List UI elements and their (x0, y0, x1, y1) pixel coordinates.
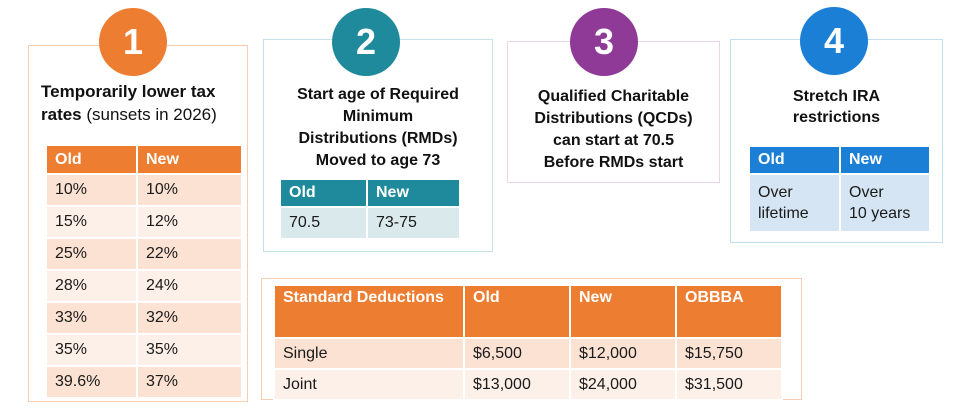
column-header: New (569, 284, 677, 339)
table-row: Joint $13,000 $24,000 $31,500 (273, 368, 783, 401)
column-header: Standard Deductions (273, 284, 465, 339)
panel-rmd-age-title: Start age of Required Minimum Distributi… (297, 86, 459, 169)
table-row: 35% 35% (45, 333, 243, 367)
table-cell: Joint (273, 368, 465, 401)
table-cell: $13,000 (463, 368, 571, 401)
table-cell: 37% (136, 365, 243, 399)
table-row: 70.5 73-75 (279, 206, 461, 240)
badge-1-circle: 1 (99, 8, 167, 76)
table-cell: 73-75 (366, 206, 461, 240)
table-row: 39.6% 37% (45, 365, 243, 399)
table-cell: 33% (45, 301, 138, 335)
table-cell: Over 10 years (839, 173, 931, 233)
table-row: 15% 12% (45, 205, 243, 239)
table-row: Single $6,500 $12,000 $15,750 (273, 337, 783, 370)
table-header-row: Old New (279, 178, 461, 208)
column-header: OBBBA (675, 284, 783, 339)
table-row: 25% 22% (45, 237, 243, 271)
table-header-row: Old New (748, 145, 931, 175)
table-cell: 39.6% (45, 365, 138, 399)
panel-tax-rates-title-note: (sunsets in 2026) (81, 105, 217, 124)
table-cell: 25% (45, 237, 138, 271)
table-row: 28% 24% (45, 269, 243, 303)
tax-rates-table: Old New 10% 10% 15% 12% 25% 22% 28% 24% 33% 32% 35%… (45, 144, 243, 399)
table-cell: 28% (45, 269, 138, 303)
table-cell: Single (273, 337, 465, 370)
stretch-ira-table: Old New Over lifetime Over 10 years (748, 145, 931, 233)
column-header: Old (463, 284, 571, 339)
table-cell: 10% (136, 173, 243, 207)
column-header: Old (45, 144, 138, 175)
badge-3-circle: 3 (570, 8, 638, 76)
table-cell: 10% (45, 173, 138, 207)
column-header: Old (748, 145, 841, 175)
table-row: 10% 10% (45, 173, 243, 207)
standard-deductions-table: Standard Deductions Old New OBBBA Single $6,… (273, 284, 783, 401)
table-cell: $12,000 (569, 337, 677, 370)
table-cell: Over lifetime (748, 173, 841, 233)
rmd-age-table: Old New 70.5 73-75 (279, 178, 461, 240)
table-cell: $24,000 (569, 368, 677, 401)
table-cell: $15,750 (675, 337, 783, 370)
table-cell: 35% (136, 333, 243, 367)
table-cell: 32% (136, 301, 243, 335)
panel-qcd-title: Qualified Charitable Distributions (QCDs… (534, 88, 693, 171)
panel-standard-deductions: Standard Deductions Old New OBBBA Single $6,… (261, 278, 802, 401)
panel-rmd-age: Start age of Required Minimum Distributi… (263, 39, 493, 252)
column-header: Old (279, 178, 368, 208)
table-cell: 24% (136, 269, 243, 303)
table-cell: $6,500 (463, 337, 571, 370)
badge-4-circle: 4 (800, 7, 868, 75)
table-cell: $31,500 (675, 368, 783, 401)
badge-2-circle: 2 (332, 8, 400, 76)
table-header-row: Standard Deductions Old New OBBBA (273, 284, 783, 339)
panel-stretch-ira: Stretch IRA restrictions Old New Over lif… (730, 39, 943, 243)
column-header: New (839, 145, 931, 175)
table-cell: 22% (136, 237, 243, 271)
table-cell: 70.5 (279, 206, 368, 240)
column-header: New (136, 144, 243, 175)
table-row: 33% 32% (45, 301, 243, 335)
panel-stretch-ira-title: Stretch IRA restrictions (792, 88, 881, 126)
column-header: New (366, 178, 461, 208)
table-cell: 12% (136, 205, 243, 239)
table-cell: 15% (45, 205, 138, 239)
panel-tax-rates: Temporarily lower tax rates (sunsets in … (28, 45, 248, 402)
panel-tax-rates-title: Temporarily lower tax rates (sunsets in … (41, 80, 237, 126)
table-header-row: Old New (45, 144, 243, 175)
table-row: Over lifetime Over 10 years (748, 173, 931, 233)
panel-tax-rates-title-main: Temporarily lower tax rates (41, 82, 216, 124)
table-cell: 35% (45, 333, 138, 367)
